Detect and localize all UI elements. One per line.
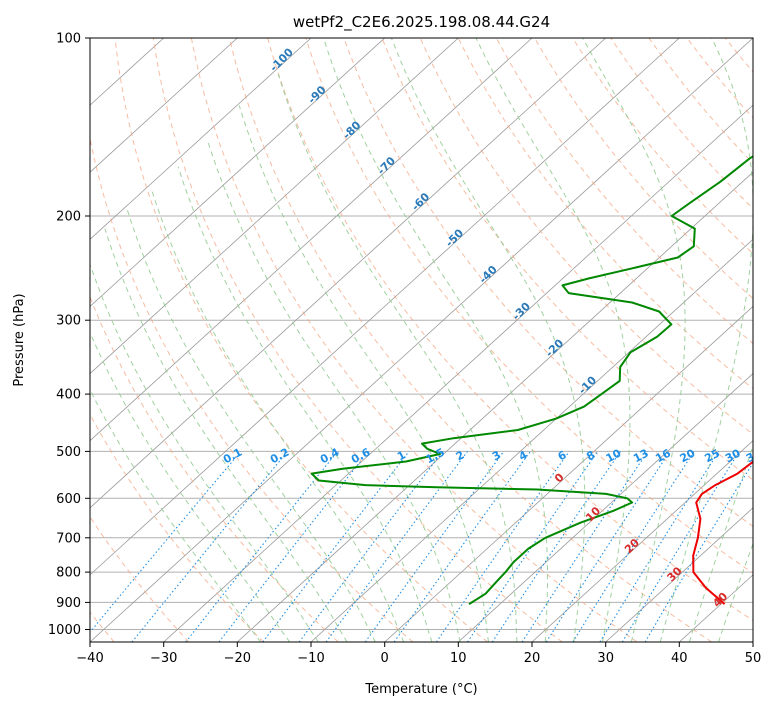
- isotherm-line: [90, 38, 606, 509]
- mixing-ratio-line: [521, 451, 649, 642]
- dry-adiabat: [267, 38, 753, 622]
- mixing-ratio-lines: [90, 451, 753, 642]
- isotherm-line: [531, 440, 753, 642]
- y-tick-label: 300: [56, 314, 81, 329]
- moist-adiabat: [718, 542, 753, 642]
- x-tick-label: 10: [450, 651, 467, 666]
- mixing-ratio-line: [545, 451, 671, 642]
- dry-adiabat: [457, 38, 753, 390]
- moist-adiabat: [390, 38, 586, 642]
- dry-adiabat: [229, 38, 712, 642]
- mixing-ratio-label: 13: [631, 447, 651, 466]
- moist-adiabat: [323, 38, 548, 642]
- mixing-ratio-line: [393, 451, 531, 642]
- isotherm-line: [310, 238, 753, 642]
- isobar-gridlines: [90, 38, 753, 630]
- mixing-ratio-line: [262, 451, 410, 642]
- dry-adiabat: [305, 38, 753, 574]
- moist-adiabat: [177, 166, 433, 642]
- isotherm-line: [90, 38, 459, 375]
- y-tick-label: 900: [56, 596, 81, 611]
- mixing-ratio-line: [131, 451, 289, 642]
- x-tick-label: −20: [224, 651, 251, 666]
- x-tick-label: −40: [76, 651, 103, 666]
- y-axis-label: Pressure (hPa): [12, 293, 27, 386]
- dewpoint-profile: [310, 155, 753, 605]
- dry-adiabat: [343, 38, 753, 527]
- mixing-ratio-line: [185, 451, 339, 642]
- dry-adiabat: [90, 135, 414, 642]
- dry-adiabat: [114, 38, 488, 642]
- moist-adiabat: [582, 38, 686, 642]
- y-tick-label: 500: [56, 445, 81, 460]
- plot-frame: [89, 37, 754, 643]
- dry-adiabat: [90, 295, 339, 642]
- y-tick-label: 400: [56, 388, 81, 403]
- mixing-ratio-label: 20: [678, 446, 698, 465]
- moist-adiabat: [238, 105, 489, 642]
- x-tick-label: 20: [524, 651, 541, 666]
- x-tick-label: −30: [150, 651, 177, 666]
- isotherm-line: [384, 305, 753, 642]
- isotherm-line: [163, 104, 753, 642]
- mixing-ratio-label: 10: [604, 446, 624, 465]
- isotherm-line: [90, 38, 385, 308]
- mixing-ratio-label: 30: [723, 446, 743, 465]
- mixing-ratio-label: 16: [653, 446, 673, 465]
- temperature-profile: [692, 460, 753, 605]
- moist-adiabat: [90, 331, 291, 642]
- y-tick-label: 800: [56, 566, 81, 581]
- chart-title: wetPf2_C2E6.2025.198.08.44.G24: [293, 13, 550, 32]
- mixing-ratio-line: [491, 451, 621, 642]
- moist-adiabat: [659, 38, 753, 642]
- mixing-ratio-line: [298, 451, 444, 642]
- y-tick-label: 600: [56, 492, 81, 507]
- moist-adiabat: [126, 209, 376, 642]
- y-tick-label: 700: [56, 531, 81, 546]
- x-tick-label: 0: [381, 651, 389, 666]
- mixing-ratio-line: [621, 451, 740, 642]
- dry-adiabat: [495, 38, 753, 345]
- x-axis-label: Temperature (°C): [364, 682, 477, 697]
- dry-adiabat: [90, 413, 264, 642]
- mixing-ratio-line: [325, 451, 468, 642]
- moist-adiabat: [90, 388, 262, 642]
- isotherm-line: [605, 507, 753, 642]
- isotherm-line: [90, 38, 238, 173]
- y-tick-label: 100: [56, 32, 81, 47]
- x-tick-label: 50: [745, 651, 762, 666]
- x-tick-label: −10: [297, 651, 324, 666]
- moist-adiabat: [207, 142, 461, 642]
- mixing-ratio-line: [467, 451, 599, 642]
- mixing-ratio-label: 36: [744, 446, 764, 465]
- mixing-ratio-line: [599, 451, 720, 642]
- plot-area: 0.10.20.40.611.52346810131620253036-100-…: [90, 38, 764, 642]
- mixing-ratio-label: 25: [702, 447, 722, 466]
- x-tick-label: 40: [671, 651, 688, 666]
- y-tick-label: 200: [56, 210, 81, 225]
- moist-adiabat: [277, 73, 518, 642]
- x-tick-label: 30: [597, 651, 614, 666]
- isotherm-line: [90, 38, 533, 442]
- isotherm-line: [90, 38, 312, 240]
- moist-adiabat: [104, 228, 348, 642]
- mixing-ratio-line: [364, 451, 505, 642]
- moist-adiabat: [90, 262, 319, 642]
- y-tick-label: 1000: [48, 623, 81, 638]
- isotherm-line: [458, 372, 753, 642]
- x-axis: −40 −30 −20 −10 0 10 20 30 40 50: [76, 642, 761, 666]
- dry-adiabat: [152, 38, 563, 642]
- isotherm-line: [90, 38, 753, 642]
- profile-series: [310, 155, 753, 605]
- y-axis: 100 200 300 400 500 600 700 800 900 1000: [48, 32, 90, 638]
- isotherm-line: [90, 38, 680, 576]
- mixing-ratio-line: [435, 451, 570, 642]
- mixing-ratio-line: [90, 451, 242, 633]
- isotherm-line: [237, 171, 753, 642]
- dry-adiabat: [90, 516, 190, 642]
- moist-adiabat: [150, 188, 405, 642]
- skewed-isotherms: [90, 38, 753, 642]
